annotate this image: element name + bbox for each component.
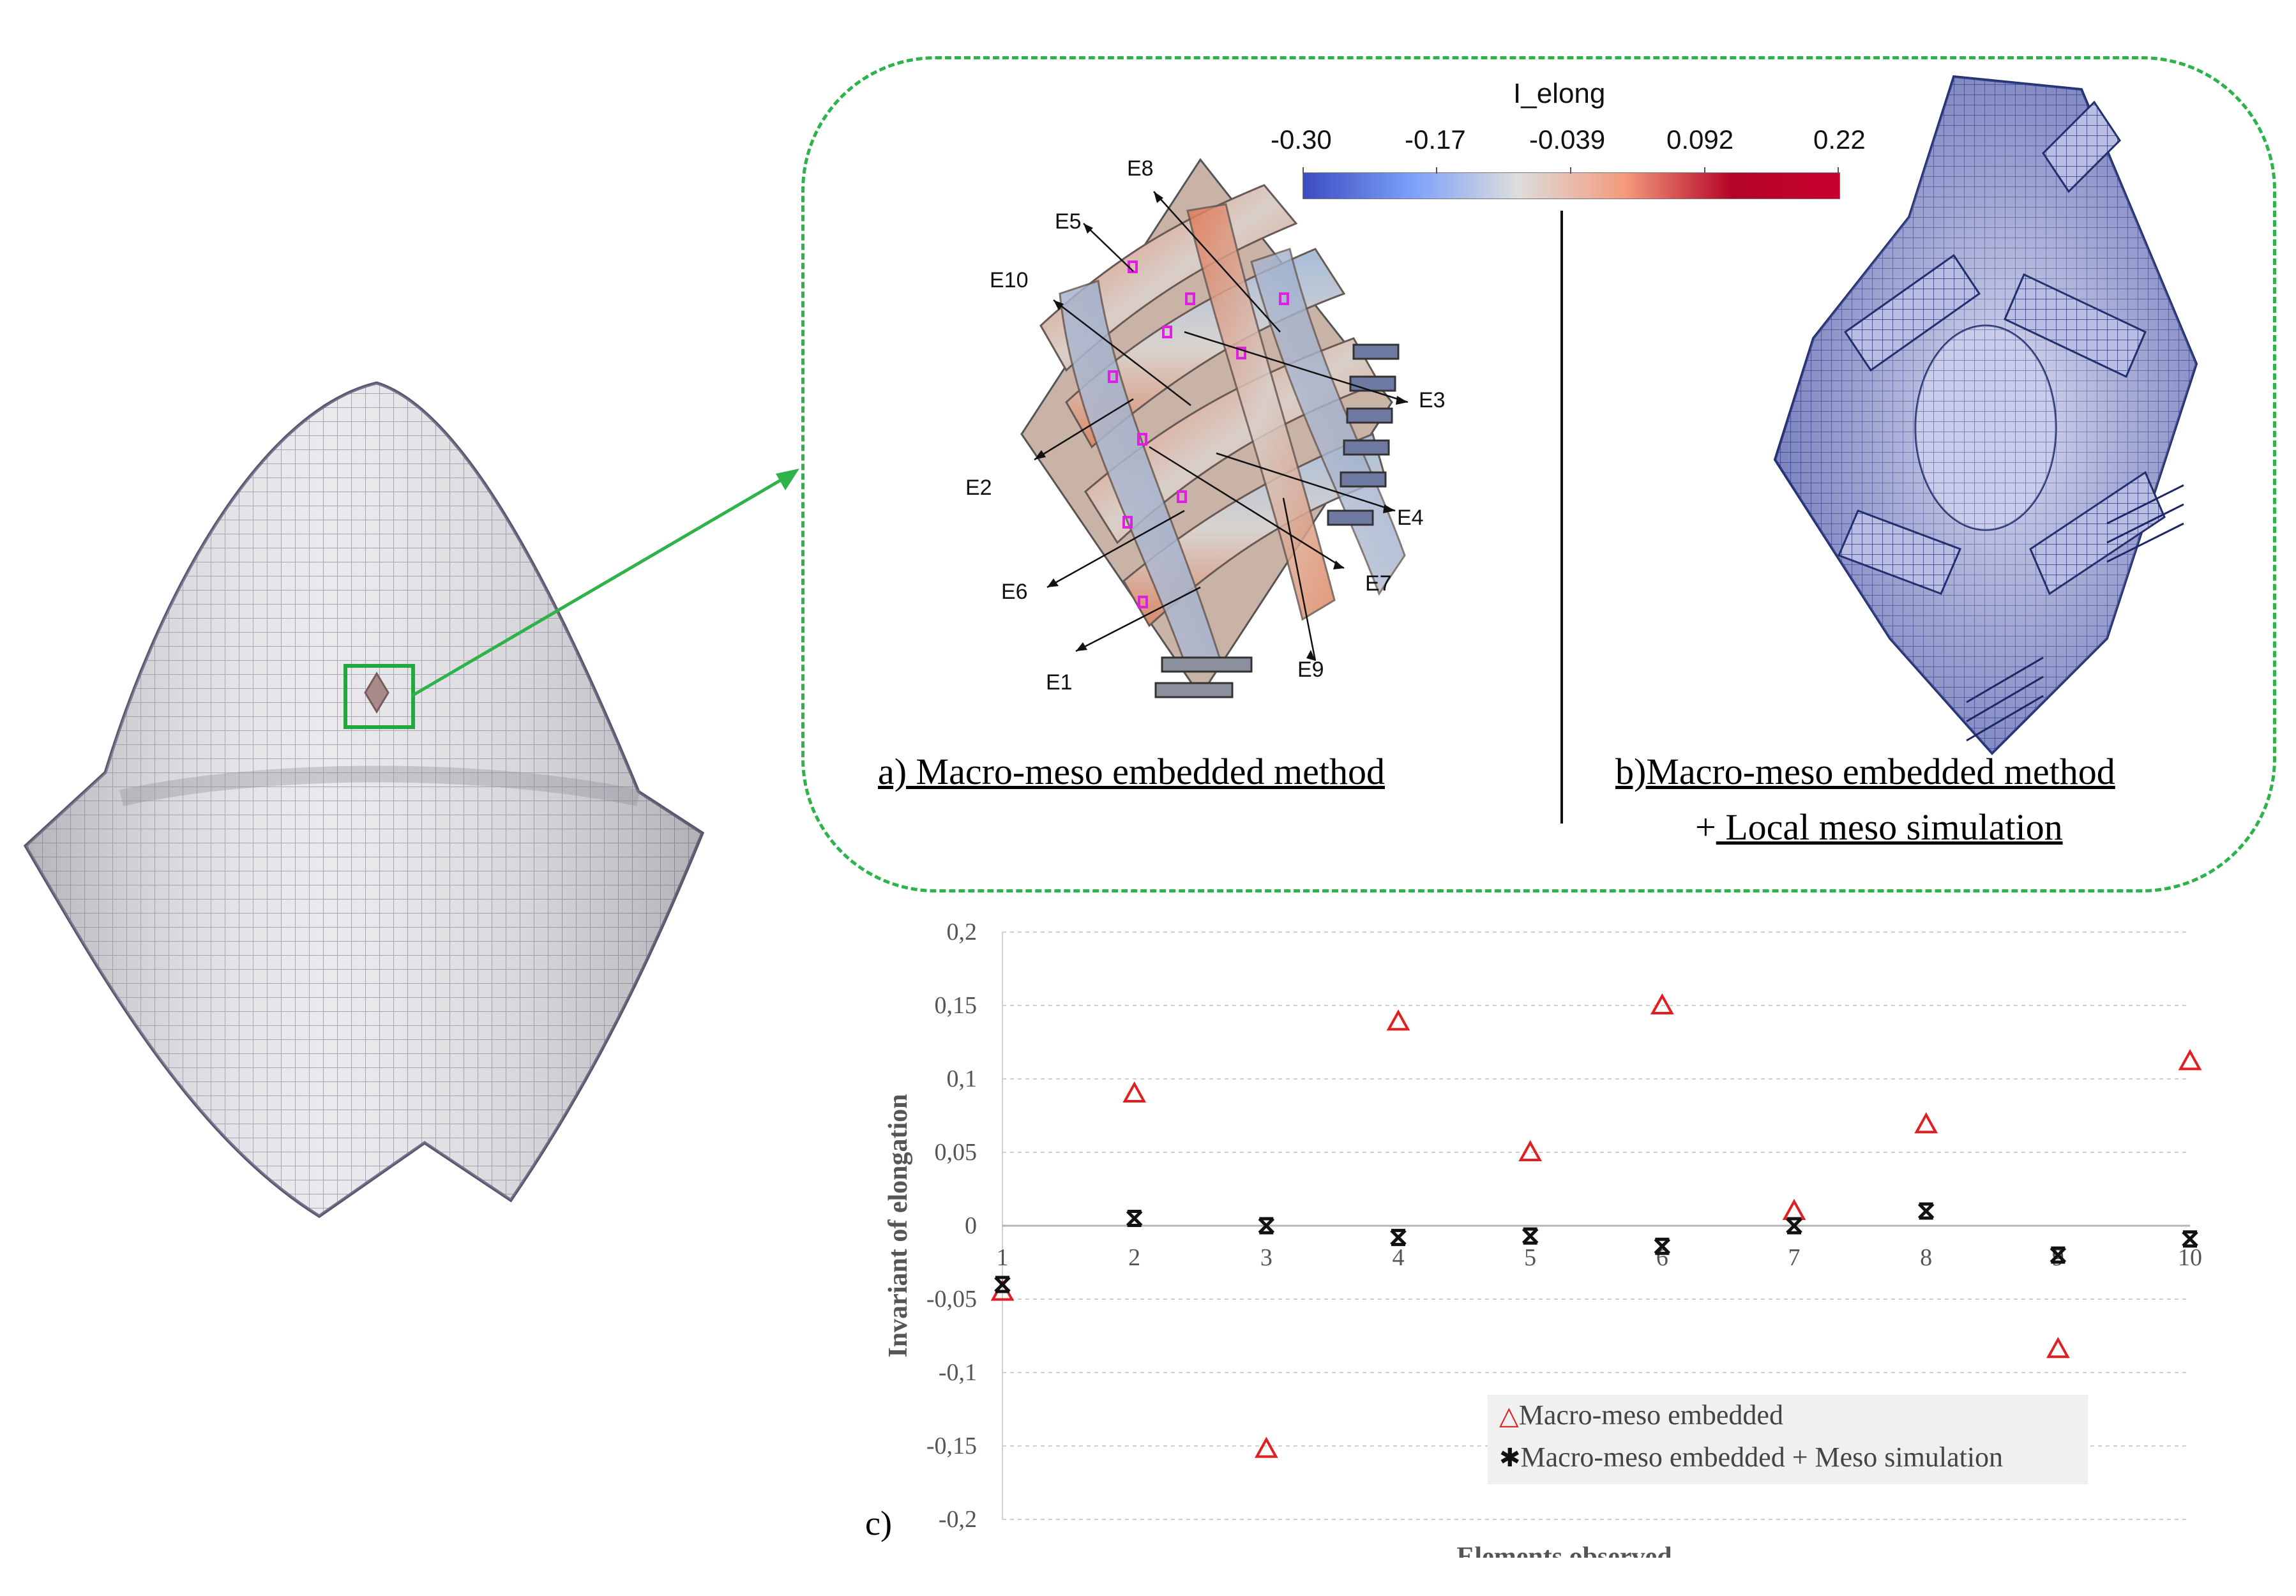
x-tick-label: 3 <box>1260 1244 1273 1271</box>
element-leader-lines <box>1034 191 1409 661</box>
point-meso-simulation <box>2050 1246 2067 1264</box>
point-meso-simulation <box>1126 1210 1143 1227</box>
x-axis-title: Elements observed <box>1456 1542 1672 1558</box>
colorbar-tick-1: -0.17 <box>1405 124 1466 154</box>
point-macro-meso-embedded <box>1650 993 1674 1014</box>
point-macro-meso-embedded <box>1914 1112 1938 1134</box>
element-label-e2: E2 <box>965 476 992 500</box>
y-tick-label: 0,15 <box>935 992 978 1019</box>
element-label-e1: E1 <box>1046 670 1073 695</box>
panel-divider <box>1560 211 1563 824</box>
element-label-e4: E4 <box>1397 506 1424 530</box>
rve-macro-meso-embedded <box>1020 158 1406 698</box>
caption-b-plus: + <box>1695 806 1716 848</box>
point-macro-meso-embedded <box>1782 1198 1806 1220</box>
rve-local-meso-simulation <box>1773 75 2198 755</box>
point-meso-simulation <box>1786 1217 1802 1235</box>
marker-stroke <box>994 1276 1011 1293</box>
marker-stroke <box>2050 1247 2067 1263</box>
colorbar-tick-4: 0.22 <box>1813 124 1866 154</box>
point-meso-simulation <box>2182 1230 2198 1248</box>
marker-stroke <box>1917 1203 1935 1219</box>
element-label-e3: E3 <box>1419 388 1446 412</box>
caption-c: c) <box>865 1504 892 1542</box>
element-label-e5: E5 <box>1055 209 1082 234</box>
point-macro-meso-embedded <box>1254 1436 1278 1458</box>
legend-item-embedded: △Macro-meso embedded <box>1499 1399 1783 1431</box>
legend-label-embedded: Macro-meso embedded <box>1518 1399 1783 1431</box>
point-macro-meso-embedded <box>1122 1081 1147 1103</box>
x-tick-label: 2 <box>1128 1244 1140 1271</box>
y-tick-label: 0,05 <box>935 1139 978 1166</box>
point-meso-simulation <box>1654 1237 1671 1255</box>
point-meso-simulation <box>1390 1228 1407 1246</box>
caption-a: a) Macro-meso embedded method <box>878 751 1385 792</box>
point-macro-meso-embedded <box>1386 1009 1410 1031</box>
marker-stroke <box>1654 1238 1671 1254</box>
zoom-frame <box>801 56 2276 892</box>
marker-stroke <box>1258 1217 1275 1234</box>
point-meso-simulation <box>1917 1202 1935 1220</box>
y-axis-title: Invariant of elongation <box>884 1094 913 1357</box>
chart-legend: △Macro-meso embedded ✱Macro-meso embedde… <box>1488 1395 2088 1484</box>
point-meso-simulation <box>994 1276 1011 1293</box>
colorbar-ticks-marks <box>1303 167 1839 174</box>
element-label-e10: E10 <box>990 268 1029 292</box>
marker-stroke <box>2182 1230 2198 1247</box>
y-tick-label: 0 <box>965 1212 977 1239</box>
colorbar-title: I_elong <box>1513 78 1606 109</box>
legend-item-meso: ✱Macro-meso embedded + Meso simulation <box>1499 1441 2003 1473</box>
x-tick-label: 10 <box>2178 1244 2202 1271</box>
point-meso-simulation <box>1522 1227 1539 1245</box>
colorbar-tick-0: -0.30 <box>1271 124 1332 154</box>
caption-b-text: Local meso simulation <box>1716 806 2063 848</box>
legend-x-icon: ✱ <box>1499 1443 1521 1472</box>
marker-stroke <box>1786 1217 1802 1234</box>
colorbar-tick-3: 0.092 <box>1666 124 1734 154</box>
selected-element-marker <box>364 672 389 714</box>
zoom-arrow <box>411 469 799 698</box>
marker-stroke <box>1522 1228 1539 1244</box>
x-tick-label: 8 <box>1920 1244 1932 1271</box>
element-label-e9: E9 <box>1297 658 1324 682</box>
element-label-e6: E6 <box>1001 580 1028 604</box>
point-macro-meso-embedded <box>2178 1049 2202 1071</box>
legend-label-meso: Macro-meso embedded + Meso simulation <box>1520 1442 2004 1473</box>
y-tick-label: 0,2 <box>947 919 978 945</box>
colorbar-tick-2: -0.039 <box>1529 124 1606 154</box>
caption-b-line1: b)Macro-meso embedded method <box>1615 751 2115 792</box>
x-tick-label: 1 <box>997 1244 1009 1271</box>
macro-shell-mesh <box>23 381 705 1218</box>
y-tick-label: -0,1 <box>939 1359 977 1386</box>
x-tick-label: 5 <box>1524 1244 1536 1271</box>
x-tick-label: 4 <box>1393 1244 1405 1271</box>
marker-stroke <box>1126 1210 1143 1227</box>
elongation-scatter-chart: 0,20,150,10,050-0,05-0,1-0,15-0,21 2 3 4 5 6 7… <box>884 919 2202 1558</box>
point-macro-meso-embedded <box>1518 1140 1543 1161</box>
y-tick-label: -0,2 <box>939 1506 977 1533</box>
legend-triangle-icon: △ <box>1499 1401 1519 1430</box>
y-tick-label: -0,05 <box>926 1286 977 1313</box>
element-label-e8: E8 <box>1127 156 1154 181</box>
marker-stroke <box>1390 1229 1407 1246</box>
y-tick-label: -0,15 <box>926 1433 977 1459</box>
x-tick-label: 7 <box>1788 1244 1801 1271</box>
y-tick-label: 0,1 <box>947 1065 978 1092</box>
point-macro-meso-embedded <box>2046 1337 2070 1359</box>
point-meso-simulation <box>1258 1217 1275 1235</box>
element-label-e7: E7 <box>1365 571 1392 596</box>
caption-b-line2: + Local meso simulation <box>1695 806 2063 848</box>
